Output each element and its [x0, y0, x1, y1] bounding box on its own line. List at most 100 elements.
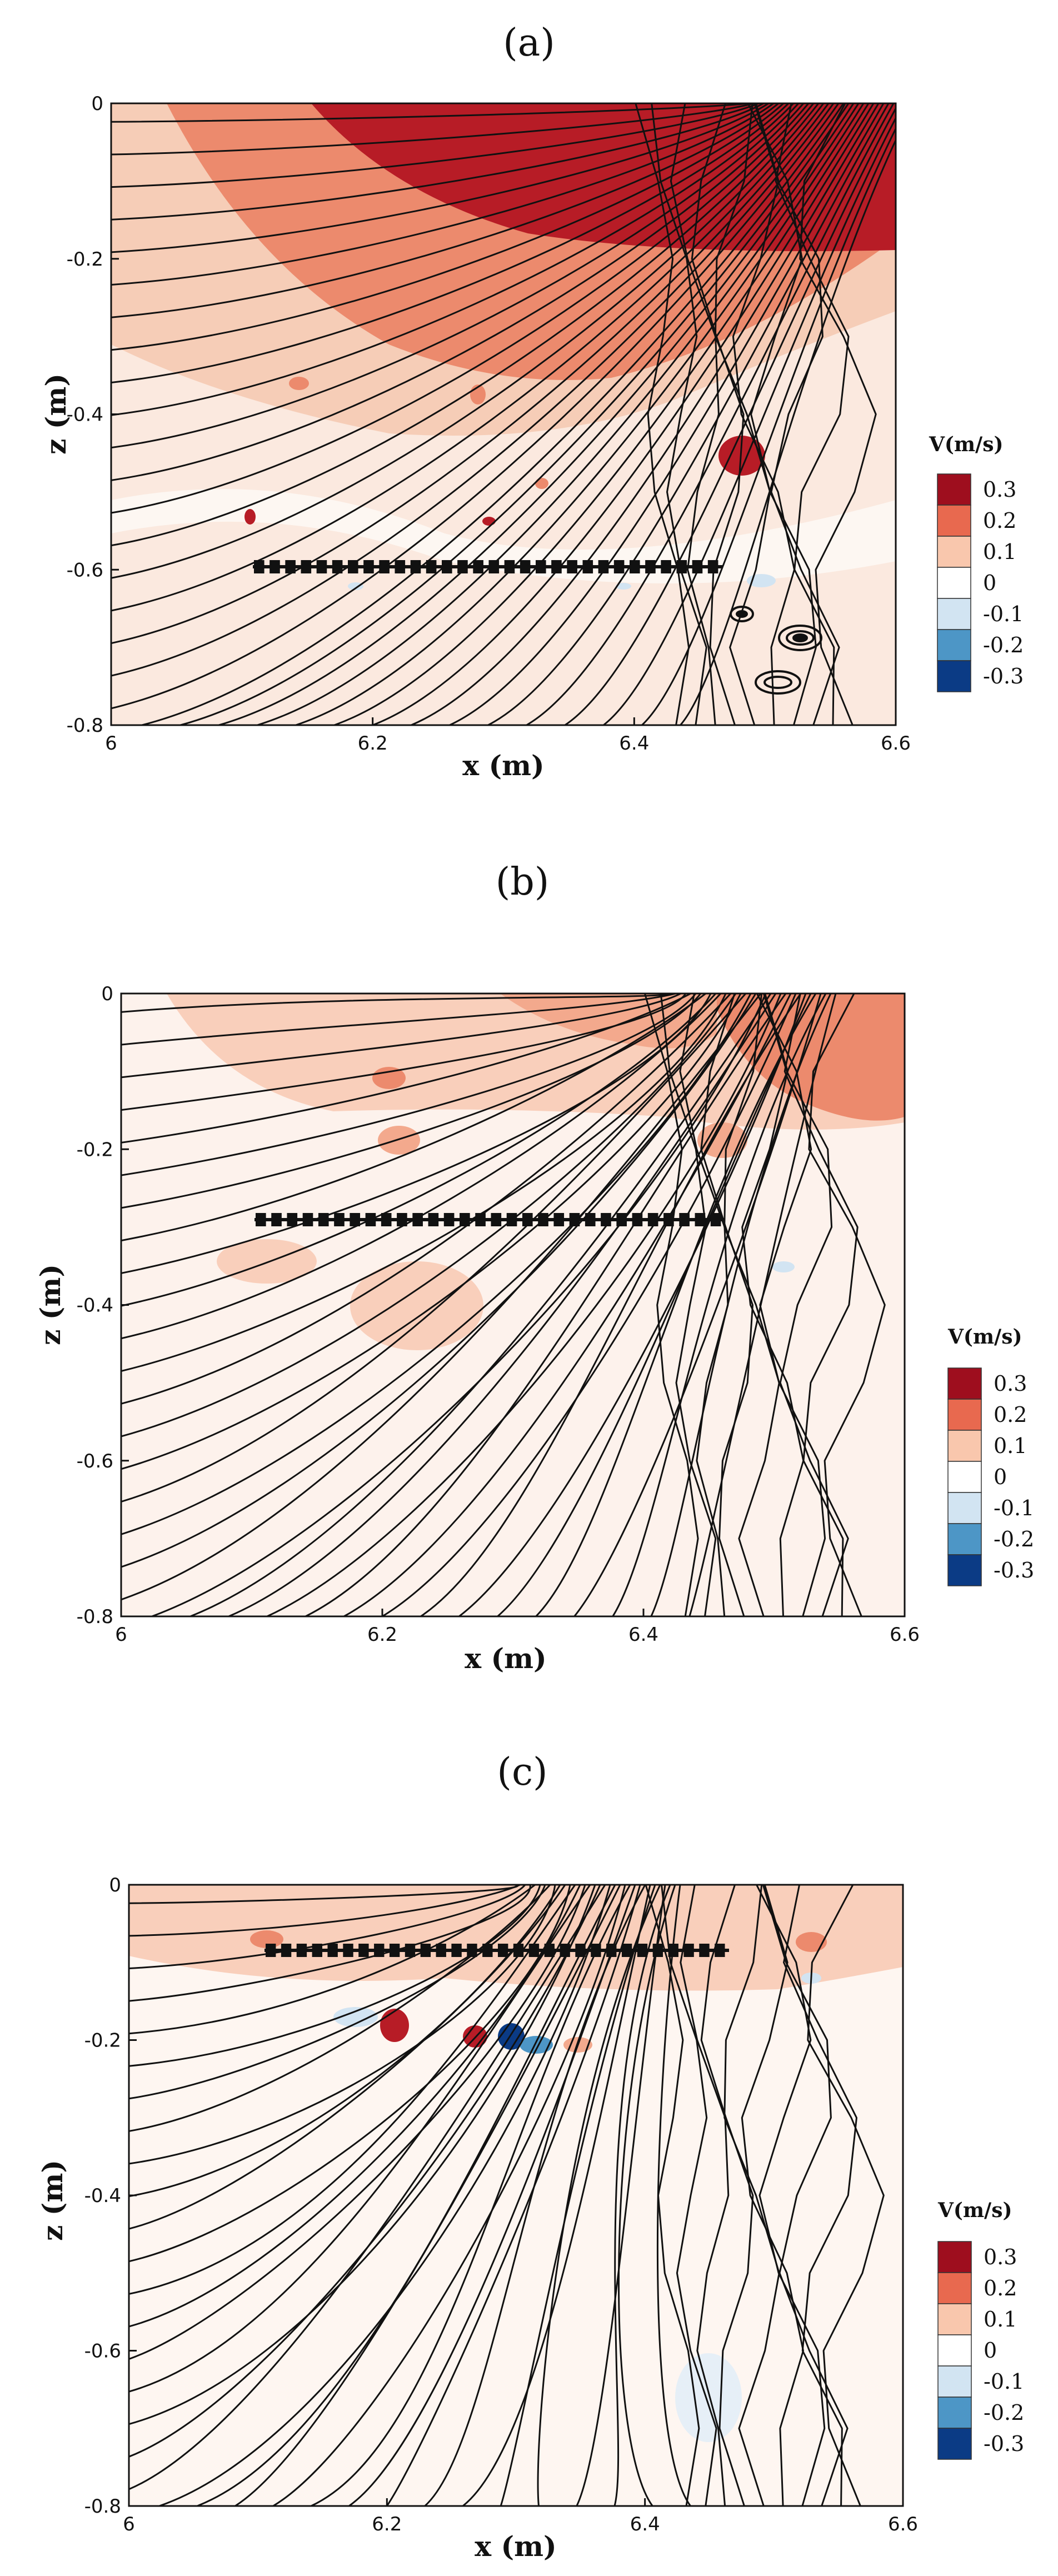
streamline [111, 103, 759, 188]
structure-block [491, 1213, 502, 1226]
streamline [121, 994, 672, 1013]
structure-block [652, 1944, 663, 1957]
structure-block [296, 1944, 307, 1957]
colorbar-level-label: -0.2 [994, 1527, 1034, 1551]
structure-block [715, 1944, 725, 1957]
structure-block [271, 1213, 282, 1226]
streamline [111, 103, 790, 383]
y-axis-title: z (m) [36, 2160, 69, 2241]
structure-block [374, 1944, 385, 1957]
streamline [272, 1885, 626, 2506]
x-tick-label: 6 [115, 1624, 127, 1646]
x-tick-label: 6 [105, 732, 117, 755]
colorbar-swatch [947, 1399, 982, 1431]
streamline [635, 103, 690, 725]
x-axis-title: x (m) [465, 1642, 546, 1675]
structure-bar [264, 1949, 729, 1952]
y-tick-label: -0.8 [77, 1606, 113, 1628]
y-tick-label: -0.4 [84, 2185, 121, 2207]
structure-block [498, 1944, 508, 1957]
streamline [121, 994, 762, 1601]
x-axis-ticks: 6 6.2 6.4 6.6 [123, 2498, 918, 2535]
streamline [700, 994, 753, 1616]
streamline [537, 1885, 661, 2506]
colorbar-swatch [947, 1461, 982, 1493]
structure-block [616, 1213, 627, 1226]
structure-block [553, 1213, 565, 1226]
streamline [180, 103, 850, 725]
streamline [129, 1885, 551, 2132]
structure-block [358, 1944, 369, 1957]
structure-block [591, 1944, 601, 1957]
streamline [535, 994, 817, 1616]
x-tick-label: 6.2 [367, 1624, 397, 1646]
structure-block [412, 1213, 423, 1226]
structure-block [365, 1213, 376, 1226]
y-tick-label: -0.2 [77, 1139, 113, 1161]
streamline [500, 1885, 656, 2506]
y-tick-label: -0.2 [84, 2030, 121, 2052]
streamline [741, 994, 805, 1616]
structure-block [668, 1944, 678, 1957]
streamline [656, 1885, 691, 2506]
structure-block [699, 1944, 710, 1957]
structure-block [343, 1944, 353, 1957]
colorbar-swatch [947, 1523, 982, 1555]
streamline [121, 994, 676, 1046]
streamlines [111, 103, 896, 725]
structure-block [254, 560, 264, 573]
streamline [234, 1885, 621, 2506]
structure-block [420, 1944, 431, 1957]
structure-block [316, 560, 327, 573]
structure-block [621, 1944, 632, 1957]
structure-bar [254, 1218, 725, 1221]
streamline [651, 103, 707, 725]
streamline [111, 103, 830, 645]
colorbar-swatch [937, 536, 971, 568]
structure-block [522, 1213, 533, 1226]
streamline [121, 994, 706, 1242]
structure-block [645, 560, 656, 573]
streamline [129, 1885, 521, 1937]
structure-block [460, 1213, 470, 1226]
streamline [645, 1885, 700, 2506]
structure-block [381, 1213, 392, 1226]
structure-block [632, 1213, 643, 1226]
colorbar-swatch [947, 1367, 982, 1400]
structure-block [348, 560, 358, 573]
structure-block [302, 1213, 313, 1226]
streamline [424, 1885, 646, 2506]
x-tick-label: 6.6 [881, 732, 911, 755]
streamline [799, 103, 877, 725]
streamline [218, 103, 855, 725]
streamline [420, 994, 802, 1616]
colorbar-level-label: 0.1 [983, 540, 1016, 564]
streamline [382, 994, 797, 1616]
structure-block [334, 1213, 345, 1226]
streamline [111, 103, 835, 677]
x-tick-label: 6.6 [888, 2513, 918, 2535]
streamline [121, 994, 742, 1470]
x-tick-label: 6.4 [628, 1624, 658, 1646]
streamline [142, 103, 845, 725]
y-axis-ticks: 0 -0.2 -0.4 -0.6 -0.8 [67, 93, 119, 737]
structure-block [327, 1944, 338, 1957]
structure-bar [253, 565, 722, 568]
structure-block [363, 560, 374, 573]
y-tick-label: -0.8 [67, 715, 103, 737]
y-tick-label: -0.8 [84, 2495, 121, 2518]
panel-label: (a) [503, 21, 555, 65]
colorbar-level-label: -0.3 [984, 2432, 1024, 2456]
streamlines [121, 994, 886, 1616]
structure-block [318, 1213, 329, 1226]
panel-c: (c) 0 -0.2 -0.4 -0.6 [36, 1750, 1024, 2563]
colorbar-level-label: 0.2 [983, 508, 1016, 533]
structure-block [630, 560, 640, 573]
streamline [129, 1885, 581, 2328]
structure-block [287, 1213, 298, 1226]
colorbar-level-label: -0.2 [984, 2400, 1024, 2425]
structure-block [569, 1213, 580, 1226]
structure-block [585, 1213, 596, 1226]
structure-block [488, 560, 500, 573]
streamline [723, 994, 780, 1616]
